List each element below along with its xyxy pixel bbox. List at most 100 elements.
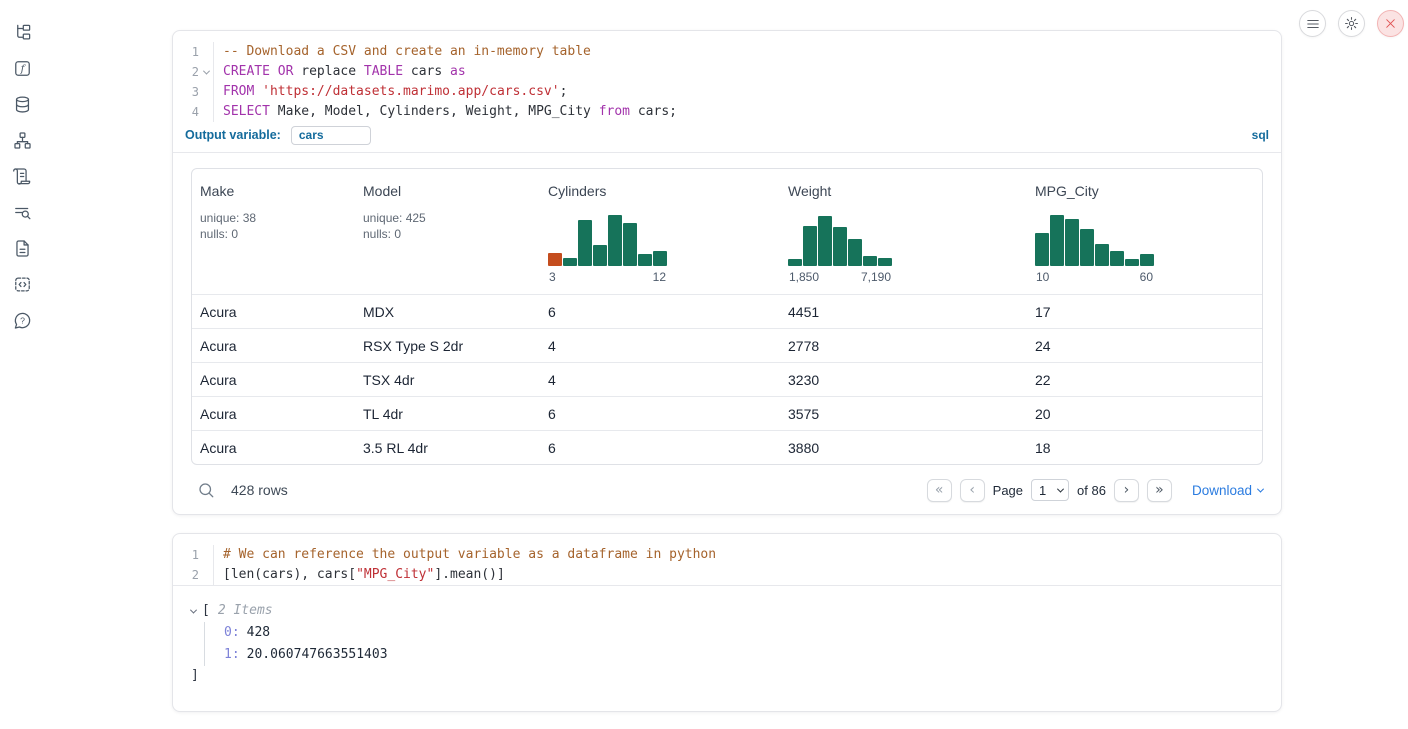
code-text: FROM 'https://datasets.marimo.app/cars.c…	[213, 82, 567, 102]
column-label: Make	[200, 183, 347, 199]
table-row[interactable]: AcuraRSX Type S 2dr4277824	[192, 329, 1262, 363]
column-label: MPG_City	[1035, 183, 1254, 199]
table-cell: 4	[540, 329, 780, 362]
first-page-button[interactable]: «	[927, 479, 952, 502]
table-row[interactable]: AcuraMDX6445117	[192, 295, 1262, 329]
chevron-down-icon	[1257, 485, 1264, 492]
column-header[interactable]: Weight1,8507,190	[780, 169, 1027, 294]
last-page-button[interactable]: »	[1147, 479, 1172, 502]
cell-divider	[173, 152, 1281, 153]
snippets-icon[interactable]	[10, 272, 34, 296]
chevron-down-icon	[190, 606, 197, 613]
datasources-icon[interactable]	[10, 92, 34, 116]
table-cell: 4451	[780, 295, 1027, 328]
row-count: 428 rows	[231, 482, 288, 498]
code-token: -- Download a CSV and create an in-memor…	[223, 44, 591, 59]
histogram-bar	[848, 239, 862, 266]
histogram-bar	[1110, 251, 1124, 266]
search-icon[interactable]	[197, 481, 215, 499]
language-badge[interactable]: sql	[1252, 128, 1269, 142]
page-select-value: 1	[1039, 483, 1046, 498]
page-label: Page	[993, 483, 1023, 498]
output-variable-row: Output variable: sql	[173, 122, 1281, 152]
page-total-label: of 86	[1077, 483, 1106, 498]
table-body: AcuraMDX6445117AcuraRSX Type S 2dr427782…	[192, 295, 1262, 464]
code-text: SELECT Make, Model, Cylinders, Weight, M…	[213, 102, 677, 122]
menu-button[interactable]	[1299, 10, 1326, 37]
fold-gutter	[199, 42, 213, 62]
tree-root[interactable]: [ 2 Items	[191, 600, 1281, 622]
table-cell: 18	[1027, 431, 1262, 464]
table-row[interactable]: AcuraTL 4dr6357520	[192, 397, 1262, 431]
code-token: OR	[278, 64, 294, 79]
shutdown-button[interactable]	[1377, 10, 1404, 37]
code-token: CREATE	[223, 64, 270, 79]
column-header[interactable]: MPG_City 1060	[1027, 169, 1262, 294]
svg-text:f: f	[19, 63, 26, 75]
output-variable-input[interactable]	[291, 126, 371, 145]
code-line: 2[len(cars), cars["MPG_City"].mean()]	[173, 565, 1281, 585]
table-cell: 20	[1027, 397, 1262, 430]
histogram-axis-labels: 1,8507,190	[788, 270, 892, 284]
histogram-bar	[1035, 233, 1049, 266]
tree-entry: 1:20.060747663551403	[224, 644, 1281, 666]
prev-page-button[interactable]: ‹	[960, 479, 985, 502]
column-histogram: 312	[548, 211, 772, 284]
code-token: TABLE	[364, 64, 403, 79]
histogram-bars	[788, 211, 892, 266]
download-button[interactable]: Download	[1192, 483, 1263, 498]
table-cell: 4	[540, 363, 780, 396]
column-stats: unique: 425nulls: 0	[363, 210, 532, 242]
next-page-button[interactable]: ›	[1114, 479, 1139, 502]
fold-gutter	[199, 102, 213, 122]
column-histogram: 1,8507,190	[788, 211, 1019, 284]
table-cell: RSX Type S 2dr	[355, 329, 540, 362]
code-token: as	[450, 64, 466, 79]
table-row[interactable]: Acura3.5 RL 4dr6388018	[192, 431, 1262, 464]
table-cell: 24	[1027, 329, 1262, 362]
table-header: Makeunique: 38nulls: 0Modelunique: 425nu…	[192, 169, 1262, 295]
output-tree: [ 2 Items 0:4281:20.060747663551403 ]	[173, 586, 1281, 686]
histogram-axis-labels: 1060	[1035, 270, 1154, 284]
table-cell: TL 4dr	[355, 397, 540, 430]
fold-gutter	[199, 82, 213, 102]
line-number: 3	[173, 82, 199, 102]
documentation-icon[interactable]	[10, 236, 34, 260]
variables-icon[interactable]: f	[10, 56, 34, 80]
open-bracket: [	[202, 600, 210, 622]
histogram-bar	[1065, 219, 1079, 266]
code-token: replace	[293, 64, 363, 79]
histogram-bar	[1080, 229, 1094, 266]
table-row[interactable]: AcuraTSX 4dr4323022	[192, 363, 1262, 397]
histogram-bars	[1035, 211, 1154, 266]
table-cell: 2778	[780, 329, 1027, 362]
tracebacks-search-icon[interactable]	[10, 200, 34, 224]
code-text: CREATE OR replace TABLE cars as	[213, 62, 466, 82]
code-token: cars;	[630, 104, 677, 119]
fold-gutter	[199, 565, 213, 585]
python-code-editor[interactable]: 1# We can reference the output variable …	[173, 534, 1281, 585]
sql-cell: 1 -- Download a CSV and create an in-memo…	[172, 30, 1282, 515]
column-header[interactable]: Makeunique: 38nulls: 0	[192, 169, 355, 294]
file-tree-icon[interactable]	[10, 20, 34, 44]
code-token: 'https://datasets.marimo.app/cars.csv'	[262, 84, 559, 99]
column-header[interactable]: Cylinders312	[540, 169, 780, 294]
tree-entry: 0:428	[224, 622, 1281, 644]
code-token: Make, Model, Cylinders, Weight, MPG_City	[270, 104, 599, 119]
page-select[interactable]: 1	[1031, 479, 1069, 501]
fold-chevron-icon[interactable]	[199, 62, 213, 82]
dependency-graph-icon[interactable]	[10, 128, 34, 152]
logs-icon[interactable]	[10, 164, 34, 188]
code-line: 3 FROM 'https://datasets.marimo.app/cars.…	[173, 82, 1281, 102]
sql-code-editor[interactable]: 1-- Download a CSV and create an in-memo…	[173, 31, 1281, 122]
settings-button[interactable]	[1338, 10, 1365, 37]
column-histogram: 1060	[1035, 211, 1254, 284]
chevron-down-icon	[1057, 485, 1064, 492]
table-cell: Acura	[192, 329, 355, 362]
code-line: 4SELECT Make, Model, Cylinders, Weight, …	[173, 102, 1281, 122]
table-cell: Acura	[192, 295, 355, 328]
help-icon[interactable]: ?	[10, 308, 34, 332]
column-header[interactable]: Modelunique: 425nulls: 0	[355, 169, 540, 294]
tree-body: 0:4281:20.060747663551403	[204, 622, 1281, 666]
code-token: # We can reference the output variable a…	[223, 547, 716, 562]
